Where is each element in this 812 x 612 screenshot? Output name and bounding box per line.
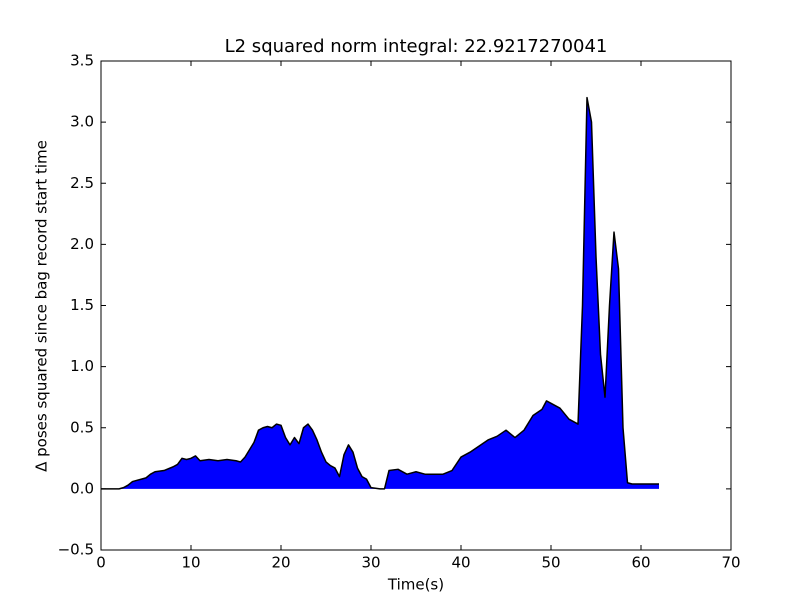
x-tick-label: 30: [361, 554, 380, 572]
y-tick-label: −0.5: [58, 541, 94, 559]
y-tick-label: 1.0: [70, 357, 94, 375]
x-tick-label: 60: [631, 554, 650, 572]
area-line: [101, 96, 659, 490]
chart-title: L2 squared norm integral: 22.9217270041: [225, 36, 608, 57]
y-tick-label: 0.0: [70, 479, 94, 497]
y-tick-label: 3.5: [70, 52, 94, 70]
y-tick-label: 1.5: [70, 296, 94, 314]
x-tick-label: 20: [271, 554, 290, 572]
y-tick-label: 2.0: [70, 235, 94, 253]
x-tick-label: 0: [96, 554, 106, 572]
y-tick-label: 2.5: [70, 174, 94, 192]
x-tick-label: 70: [721, 554, 740, 572]
x-tick-label: 10: [181, 554, 200, 572]
x-tick-label: 40: [451, 554, 470, 572]
x-tick-label: 50: [541, 554, 560, 572]
x-axis-label: Time(s): [387, 576, 444, 594]
y-axis-label: Δ poses squared since bag record start t…: [33, 140, 51, 472]
y-tick-label: 3.0: [70, 113, 94, 131]
y-tick-label: 0.5: [70, 418, 94, 436]
area-fill: [101, 97, 659, 489]
